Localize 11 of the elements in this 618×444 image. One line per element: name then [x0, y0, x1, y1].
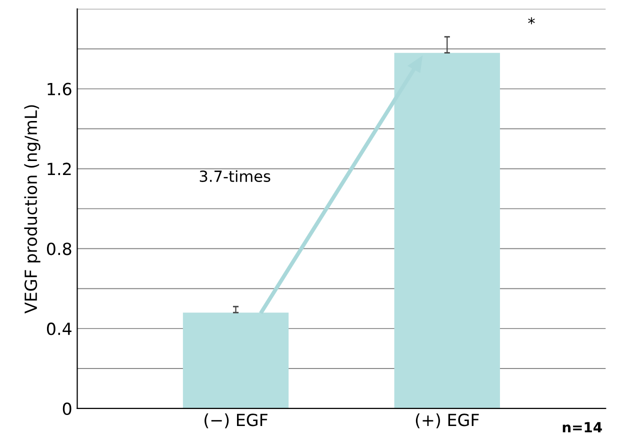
text: n=14 — [562, 422, 602, 432]
y-tick-label: 1.2 — [48, 162, 71, 176]
annotation: * — [528, 17, 535, 24]
x-tick-label: (+) EGF — [416, 413, 479, 428]
y-tick-label: 0.4 — [46, 322, 72, 336]
x-tick-label: (−) EGF — [204, 413, 268, 428]
y-axis-title: VEGF production (ng/mL) — [24, 105, 40, 314]
annotation: 3.7-times — [200, 170, 270, 182]
y-tick-label: 1.6 — [48, 82, 72, 96]
y-tick-label: 0.8 — [46, 242, 72, 256]
y-tick-label: 0 — [62, 402, 72, 416]
